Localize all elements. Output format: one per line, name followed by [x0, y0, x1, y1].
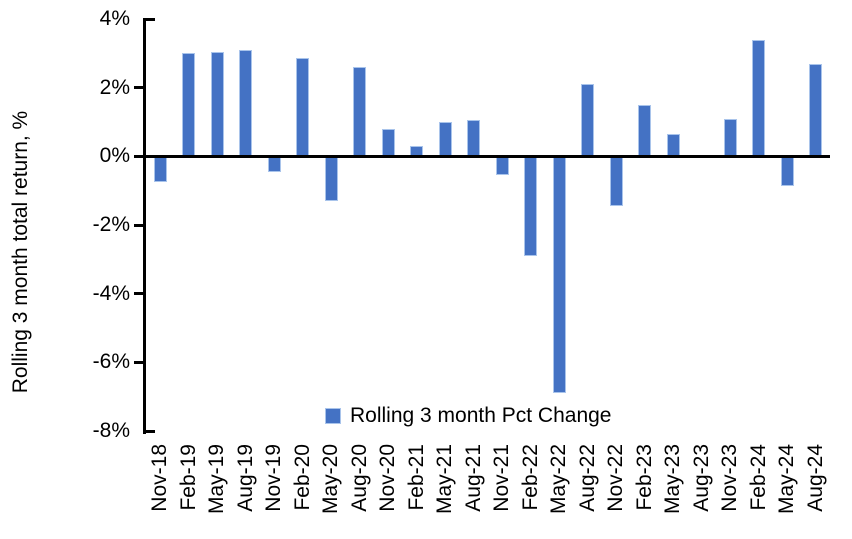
bar-Nov-20	[381, 128, 395, 155]
x-tick-label: Aug-20	[347, 444, 371, 512]
bar-Feb-24	[752, 39, 765, 155]
x-tick-label: Nov-19	[262, 444, 285, 512]
bar-Aug-19	[239, 49, 252, 155]
x-tick-label: Aug-24	[803, 444, 827, 512]
bar-Nov-23	[723, 118, 737, 155]
x-tick-label: Nov-20	[376, 444, 399, 512]
y-tick-label: -4%	[92, 281, 130, 305]
y-tick-mark	[134, 223, 146, 227]
bar-Feb-21	[410, 146, 423, 155]
bar-Nov-21	[495, 157, 509, 176]
y-tick-label: 4%	[99, 7, 130, 30]
y-tick-label: 0%	[99, 144, 130, 168]
y-tick-mark	[142, 429, 155, 433]
bar-Nov-22	[609, 157, 623, 207]
x-tick-label: May-24	[775, 444, 798, 515]
x-tick-label: Aug-23	[689, 444, 713, 512]
bar-May-22	[552, 157, 566, 394]
y-tick-label: -8%	[92, 419, 130, 442]
y-tick-label: -2%	[92, 213, 130, 236]
x-tick-label: Nov-23	[718, 444, 741, 512]
bar-Feb-22	[524, 157, 537, 256]
x-tick-label: Feb-23	[632, 444, 656, 511]
legend-swatch-icon	[325, 408, 341, 424]
x-tick-label: Feb-24	[746, 444, 770, 511]
x-tick-label: Aug-19	[233, 444, 257, 512]
y-tick-label: 2%	[99, 75, 130, 99]
bar-Aug-24	[809, 63, 822, 155]
legend-label: Rolling 3 month Pct Change	[350, 404, 612, 427]
x-tick-label: Feb-22	[518, 444, 542, 511]
bar-Aug-20	[353, 67, 366, 155]
bar-Aug-22	[581, 84, 594, 155]
x-tick-label: Nov-18	[148, 444, 171, 512]
bar-May-21	[438, 122, 452, 155]
bar-Nov-19	[267, 157, 281, 172]
y-tick-label: -6%	[92, 350, 130, 374]
x-tick-label: Feb-21	[404, 444, 428, 511]
x-tick-label: May-20	[319, 444, 342, 515]
bar-Feb-20	[296, 58, 309, 155]
bar-May-23	[666, 134, 680, 155]
x-tick-label: May-22	[547, 444, 570, 515]
x-tick-label: May-19	[205, 444, 228, 515]
bar-Feb-23	[638, 104, 651, 155]
x-tick-label: Aug-21	[461, 444, 485, 512]
x-tick-label: Feb-19	[176, 444, 200, 511]
y-tick-mark	[134, 360, 146, 364]
bar-Feb-19	[182, 53, 195, 155]
zero-line	[134, 154, 830, 158]
bar-Nov-18	[153, 157, 167, 183]
x-tick-label: Nov-21	[490, 444, 513, 512]
x-tick-label: May-21	[433, 444, 456, 515]
x-tick-label: Feb-20	[290, 444, 314, 511]
bar-Aug-21	[467, 120, 480, 155]
x-tick-label: Nov-22	[604, 444, 627, 512]
y-tick-mark	[134, 292, 146, 296]
bar-May-19	[210, 51, 224, 155]
bar-May-20	[324, 157, 338, 201]
x-tick-label: Aug-22	[575, 444, 599, 512]
bar-May-24	[780, 157, 794, 186]
y-tick-mark	[142, 17, 155, 21]
x-tick-label: May-23	[661, 444, 684, 515]
y-axis-line	[142, 19, 146, 434]
y-tick-mark	[134, 86, 146, 90]
legend: Rolling 3 month Pct Change	[325, 404, 612, 428]
